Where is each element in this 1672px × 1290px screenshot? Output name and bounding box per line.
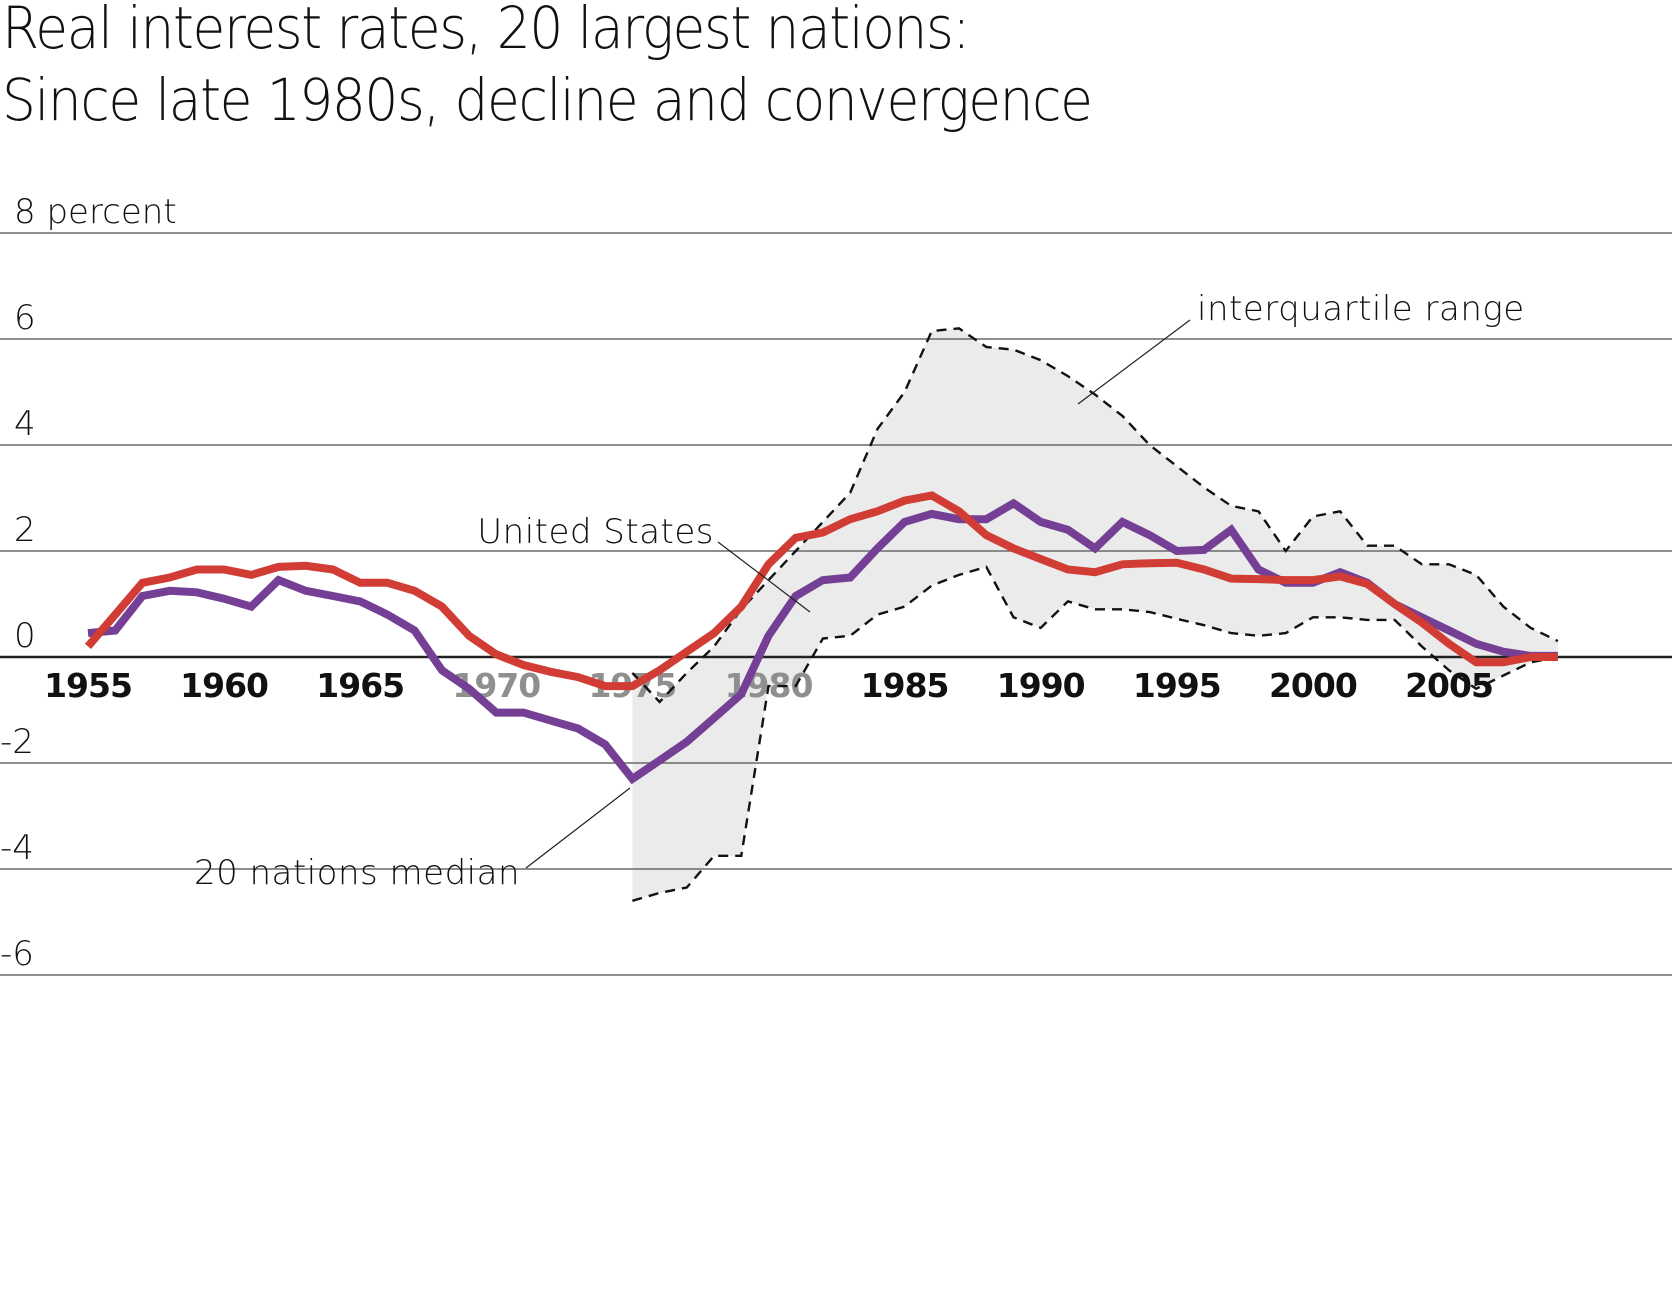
chart-title-block: Real interest rates, 20 largest nations:… [2, 0, 1093, 136]
x-tick-label: 2005 [1405, 666, 1493, 705]
y-tick-label: -6 [0, 934, 34, 974]
iqr-bounds-layer [631, 327, 1559, 902]
x-tick-label: 1995 [1133, 666, 1221, 705]
interquartile-range-label: interquartile range [1197, 289, 1525, 329]
x-tick-label: 1985 [861, 666, 949, 705]
x-tick-label: 1955 [44, 666, 132, 705]
iqr-band [632, 328, 1558, 901]
x-tick-label: 2000 [1269, 666, 1357, 705]
gridlines [0, 232, 1672, 976]
x-tick-label: 1960 [180, 666, 268, 705]
x-tick-label: 1965 [316, 666, 404, 705]
y-tick-label: 2 [14, 510, 36, 550]
x-tick-label: 1990 [997, 666, 1085, 705]
chart-subtitle: Since late 1980s, decline and convergenc… [2, 66, 1093, 134]
y-tick-label: 6 [14, 298, 36, 338]
chart-title: Real interest rates, 20 largest nations: [2, 0, 970, 62]
y-axis-labels: 8 percent 6 4 2 0 -2 -4 -6 [0, 192, 177, 974]
united-states-label: United States [477, 512, 714, 552]
y-tick-label: -2 [0, 722, 34, 762]
annotations-layer: interquartile range United States 20 natio… [194, 289, 1525, 893]
iqr-lower-bound [632, 565, 1559, 902]
united-states-leader-line [717, 541, 811, 613]
y-tick-label: 4 [14, 404, 36, 444]
20-nations-median-label: 20 nations median [194, 853, 520, 893]
y-tick-label: 0 [14, 616, 36, 656]
united-states-line [84, 491, 1558, 691]
20-nations-median-leader-line [525, 787, 631, 869]
iqr-upper-bound [631, 327, 1559, 704]
y-tick-label: -4 [0, 828, 34, 868]
y-tick-label: 8 percent [14, 192, 177, 232]
x-axis-labels: 1955 1960 1965 1970 1975 1980 1985 1990 1995 2000… [44, 666, 1494, 705]
series-layer [84, 491, 1558, 785]
interquartile-range-leader-line [1077, 319, 1191, 405]
iqr-band-layer [632, 328, 1558, 901]
